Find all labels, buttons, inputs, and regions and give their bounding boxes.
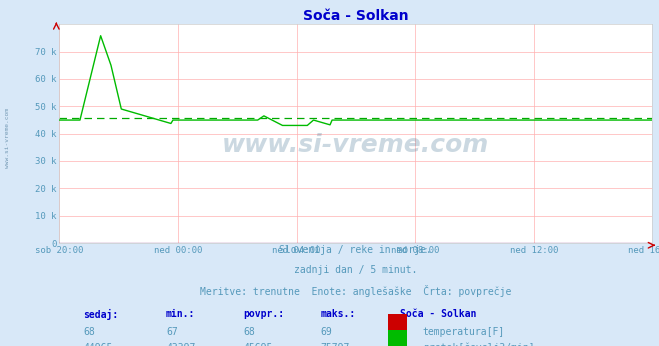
Text: Slovenija / reke in morje.: Slovenija / reke in morje. [279, 245, 432, 255]
Text: 43397: 43397 [166, 343, 196, 346]
Text: 75797: 75797 [320, 343, 350, 346]
Text: Soča - Solkan: Soča - Solkan [400, 309, 476, 319]
Text: 69: 69 [320, 327, 332, 337]
Text: pretok[čevelj3/min]: pretok[čevelj3/min] [423, 343, 534, 346]
Text: 67: 67 [166, 327, 178, 337]
Text: temperatura[F]: temperatura[F] [423, 327, 505, 337]
Text: povpr.:: povpr.: [243, 309, 284, 319]
Text: min.:: min.: [166, 309, 196, 319]
Text: 68: 68 [243, 327, 255, 337]
Text: zadnji dan / 5 minut.: zadnji dan / 5 minut. [294, 265, 418, 275]
Title: Soča - Solkan: Soča - Solkan [303, 9, 409, 23]
Text: 44965: 44965 [83, 343, 113, 346]
Text: sedaj:: sedaj: [83, 309, 118, 320]
Text: 68: 68 [83, 327, 95, 337]
Text: www.si-vreme.com: www.si-vreme.com [222, 133, 490, 157]
Bar [389, 330, 407, 346]
Text: www.si-vreme.com: www.si-vreme.com [5, 108, 11, 169]
Text: maks.:: maks.: [320, 309, 355, 319]
Text: 45695: 45695 [243, 343, 273, 346]
Text: Meritve: trenutne  Enote: anglešaške  Črta: povprečje: Meritve: trenutne Enote: anglešaške Črta… [200, 285, 511, 297]
Bar [389, 314, 407, 330]
